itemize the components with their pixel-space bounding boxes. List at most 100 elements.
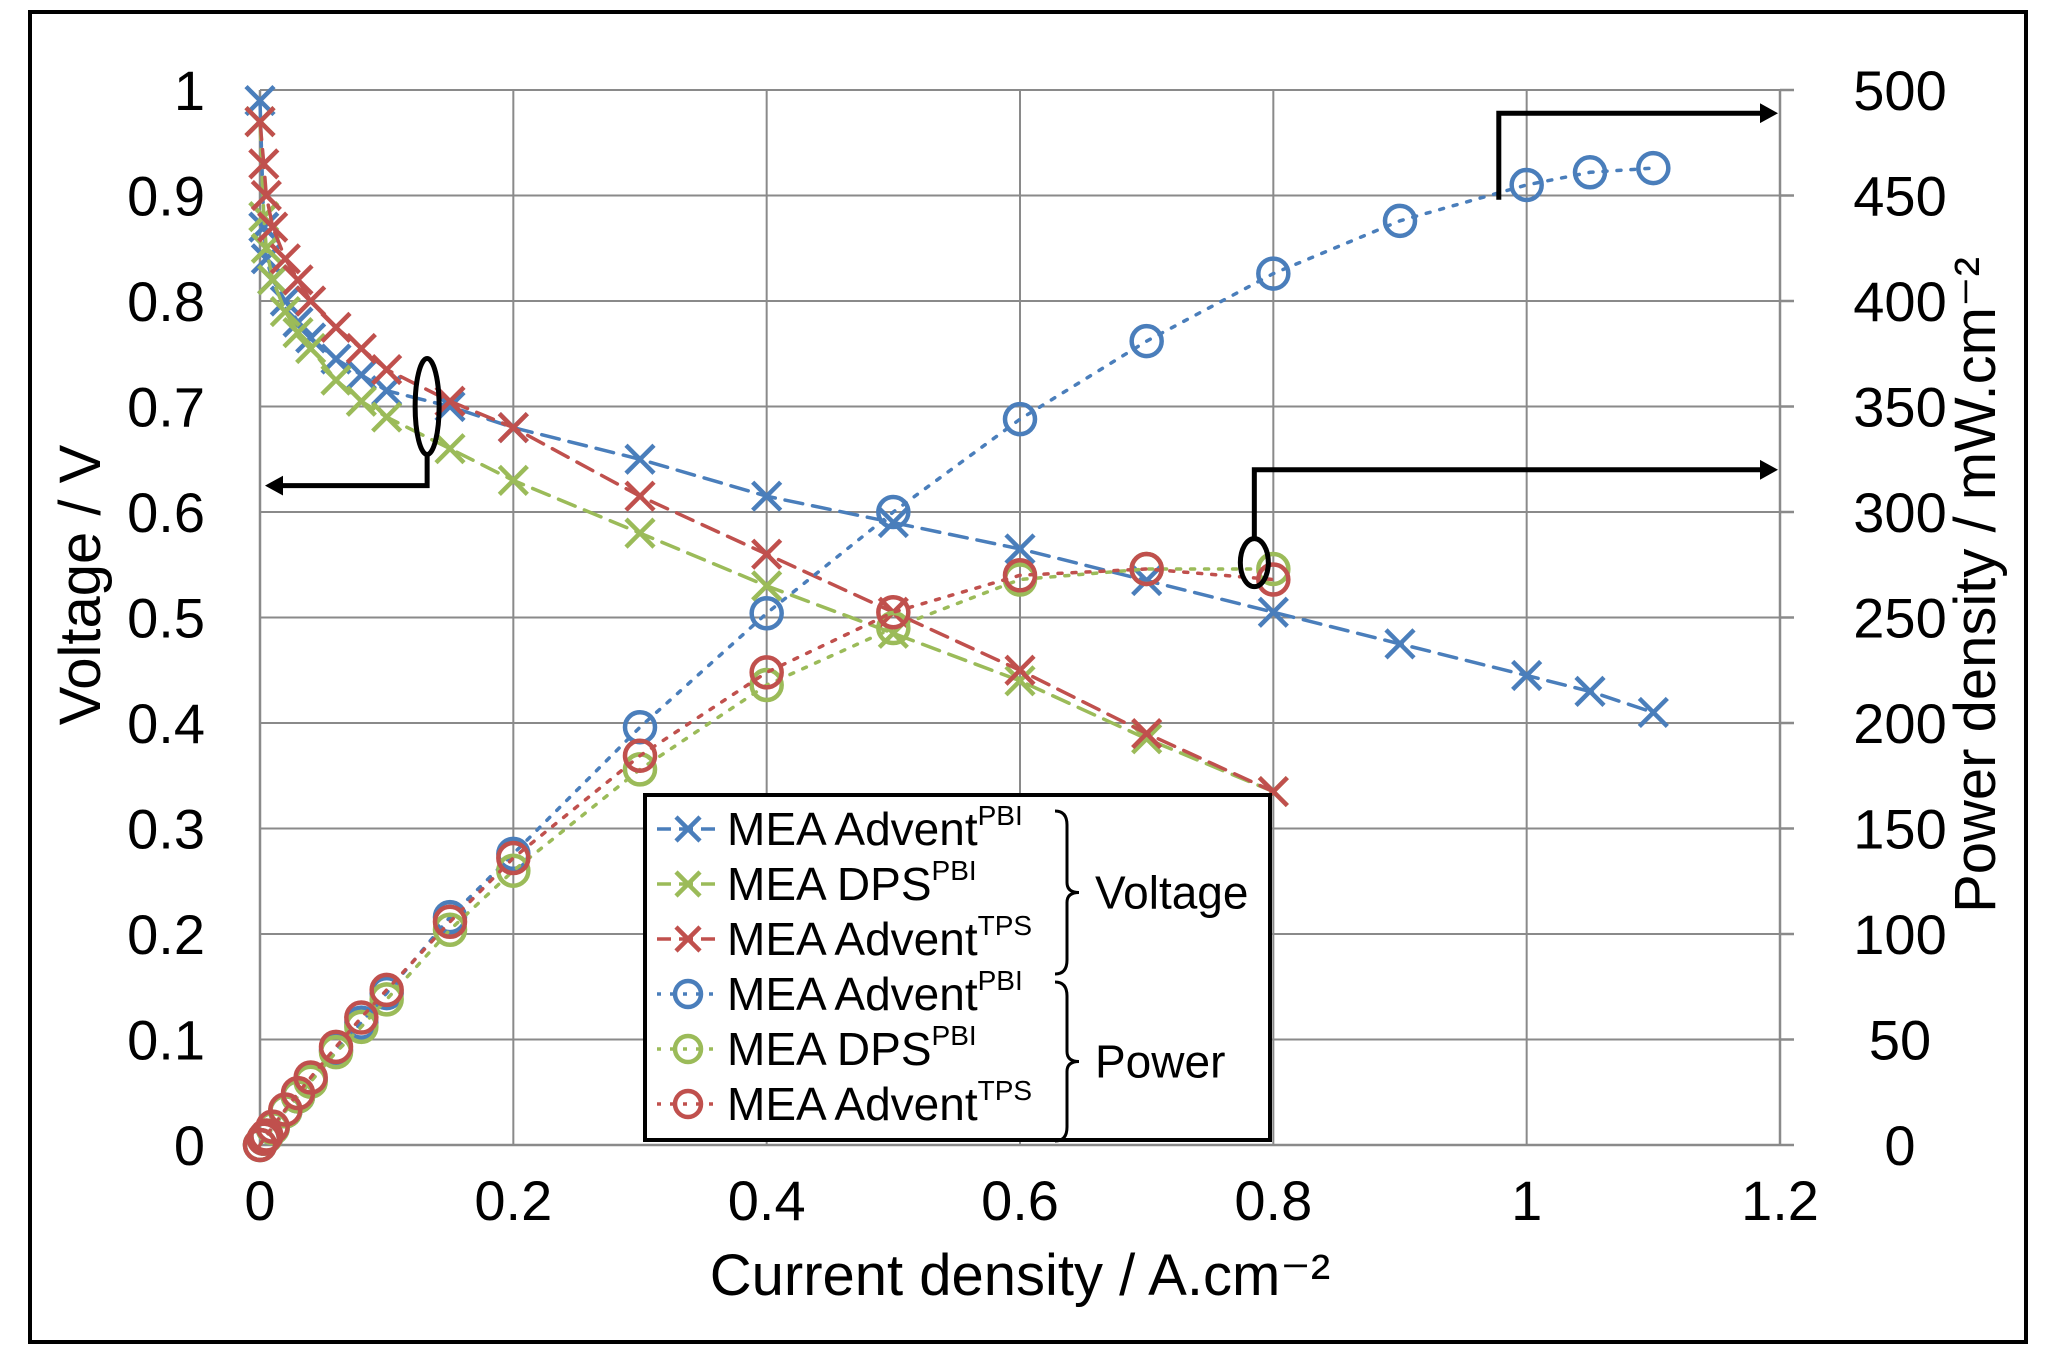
marker-stroke <box>244 106 276 138</box>
data-point <box>624 480 656 512</box>
data-point <box>371 401 403 433</box>
marker-stroke <box>674 815 702 843</box>
data-point <box>293 1060 328 1095</box>
legend-marker <box>674 870 702 898</box>
data-point <box>345 332 377 365</box>
arrowhead <box>1760 103 1778 124</box>
legend-superscript: TPS <box>978 910 1032 941</box>
data-point <box>434 433 466 465</box>
series-line <box>258 119 1276 794</box>
y-tick-label: 0.6 <box>127 481 205 544</box>
marker-stroke <box>1257 596 1289 628</box>
marker-stroke <box>434 433 466 465</box>
series-layer <box>242 84 1671 1163</box>
y2-tick-label: 150 <box>1853 798 1946 861</box>
x-tick-label: 0.2 <box>474 1169 552 1232</box>
marker-stroke <box>345 385 377 417</box>
marker-stroke <box>1131 717 1163 750</box>
data-point <box>1384 628 1416 660</box>
data-point <box>624 517 656 549</box>
data-point <box>371 353 403 386</box>
marker-stroke <box>282 264 314 296</box>
data-point <box>496 840 531 876</box>
marker-stroke <box>320 364 352 396</box>
legend-marker <box>672 1088 704 1120</box>
y-tick-label: 0.2 <box>127 903 205 966</box>
marker-stroke <box>295 322 327 354</box>
marker-stroke <box>250 179 282 212</box>
data-point <box>876 494 911 530</box>
data-point <box>497 464 529 496</box>
data-point <box>295 332 327 365</box>
data-point <box>1004 654 1036 686</box>
marker-stroke <box>282 317 314 349</box>
legend-marker <box>674 815 702 843</box>
marker-stroke <box>624 443 656 475</box>
marker-stroke <box>1004 654 1036 686</box>
data-point <box>622 738 658 773</box>
data-point <box>624 443 656 475</box>
marker-stroke <box>1004 665 1036 697</box>
data-point <box>497 412 529 444</box>
y-tick-label: 0.5 <box>127 587 205 650</box>
data-point <box>749 596 784 631</box>
data-point <box>1256 256 1291 291</box>
legend-label: MEA AdventPBI <box>727 800 1023 855</box>
marker-stroke <box>1511 659 1543 692</box>
legend-brace <box>1054 809 1080 976</box>
y-tick-label: 0.1 <box>127 1009 205 1072</box>
data-point <box>751 570 783 602</box>
data-point <box>369 972 404 1008</box>
data-point <box>249 1118 284 1153</box>
legend-label: MEA AdventPBI <box>727 965 1023 1020</box>
y-tick-label: 0.8 <box>127 270 205 333</box>
legend-item: MEA AdventTPS <box>657 1075 1032 1130</box>
data-point <box>318 1029 354 1065</box>
marker-stroke <box>269 243 301 275</box>
series-power-5 <box>242 551 1291 1163</box>
data-point <box>1256 551 1291 587</box>
data-point <box>749 667 784 703</box>
data-point <box>1572 155 1608 190</box>
y-tick-label: 0.4 <box>127 692 205 755</box>
y2-tick-label: 350 <box>1853 376 1946 439</box>
data-point <box>344 1009 379 1045</box>
data-point <box>369 982 404 1017</box>
data-point <box>1004 665 1036 697</box>
y2-tick-label: 450 <box>1853 165 1946 228</box>
data-point <box>1257 596 1289 628</box>
data-point <box>1636 150 1671 186</box>
marker-stroke <box>1004 533 1036 565</box>
data-point <box>250 179 282 212</box>
data-point <box>432 904 468 940</box>
legend-item: MEA AdventPBI <box>657 800 1023 855</box>
marker-stroke <box>269 285 301 317</box>
marker-stroke <box>257 211 289 243</box>
series-line <box>258 98 1656 715</box>
y2-tick-label: 50 <box>1869 1009 1931 1072</box>
legend-marker <box>674 925 702 953</box>
data-point <box>345 359 377 391</box>
y2-axis-title: Power density / mW.cm⁻² <box>1943 257 2008 913</box>
marker-stroke <box>295 332 327 365</box>
legend-superscript: PBI <box>932 855 977 886</box>
marker-stroke <box>345 332 377 365</box>
data-point <box>1002 401 1038 437</box>
y-tick-label: 0.7 <box>127 376 205 439</box>
data-point <box>282 264 314 296</box>
legend-group-voltage: Voltage <box>1095 867 1248 919</box>
data-point <box>751 480 783 512</box>
marker-stroke <box>1131 723 1163 755</box>
data-point <box>876 594 911 630</box>
y2-tick-label: 300 <box>1853 481 1946 544</box>
data-point <box>295 285 327 317</box>
data-point <box>877 506 909 539</box>
x-tick-label: 1 <box>1511 1169 1542 1232</box>
tick-labels: 0 0.1 0.2 0.3 0.4 0.5 0.6 0.7 0.8 0.9 1 0 50 100 150 20… <box>127 59 1947 1232</box>
marker-stroke <box>345 359 377 391</box>
y-tick-label: 0.9 <box>127 165 205 228</box>
power-arrow-2 <box>1251 467 1770 539</box>
marker-stroke <box>295 285 327 317</box>
x-axis-title: Current density / A.cm⁻² <box>710 1243 1330 1308</box>
